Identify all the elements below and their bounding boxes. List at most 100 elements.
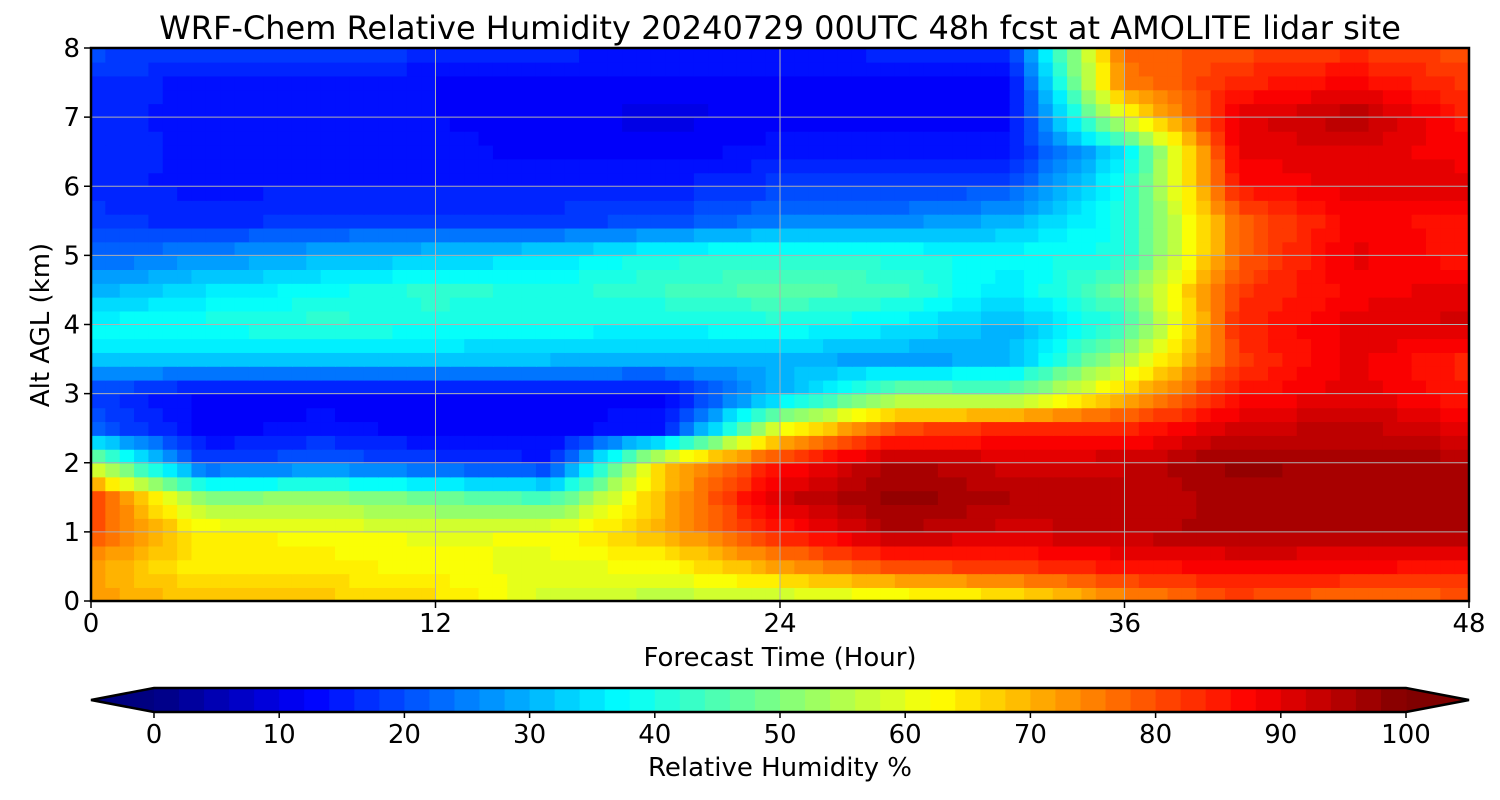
heatmap-cell: [205, 545, 221, 561]
heatmap-cell: [1368, 241, 1384, 257]
heatmap-cell: [1368, 559, 1384, 575]
heatmap-cell: [665, 490, 681, 506]
heatmap-cell: [937, 296, 954, 312]
heatmap-cell: [1311, 393, 1327, 409]
heatmap-cell: [162, 269, 178, 284]
heatmap-cell: [722, 504, 738, 519]
heatmap-cell: [1167, 89, 1183, 105]
heatmap-cell: [306, 448, 322, 464]
heatmap-cell: [980, 421, 997, 436]
heatmap-cell: [780, 89, 796, 105]
heatmap-cell: [765, 490, 781, 506]
heatmap-cell: [851, 573, 867, 588]
heatmap-cell: [1368, 61, 1384, 77]
heatmap-cell: [1454, 531, 1470, 547]
heatmap-cell: [851, 490, 867, 506]
heatmap-cell: [220, 48, 236, 63]
heatmap-cell: [435, 61, 451, 77]
heatmap-cell: [794, 476, 810, 492]
heatmap-cell: [1181, 89, 1198, 105]
heatmap-cell: [1067, 296, 1083, 312]
heatmap-cell: [909, 559, 925, 575]
heatmap-cell: [1440, 476, 1456, 492]
heatmap-cell: [952, 61, 968, 77]
heatmap-cell: [665, 172, 681, 188]
heatmap-cell: [736, 103, 753, 118]
heatmap-cell: [521, 117, 537, 132]
heatmap-cell: [1009, 545, 1025, 561]
heatmap-cell: [966, 393, 982, 409]
heatmap-cell: [780, 504, 796, 519]
heatmap-cell: [1138, 103, 1154, 118]
heatmap-cell: [1354, 476, 1370, 492]
heatmap-cell: [794, 407, 810, 423]
heatmap-cell: [736, 255, 753, 270]
heatmap-cell: [1411, 462, 1427, 478]
heatmap-cell: [148, 103, 164, 118]
heatmap-cell: [1268, 227, 1284, 243]
heatmap-cell: [1239, 213, 1255, 229]
heatmap-cell: [995, 504, 1011, 519]
heatmap-cell: [1239, 504, 1255, 519]
heatmap-cell: [736, 61, 753, 77]
heatmap-cell: [191, 518, 207, 533]
heatmap-cell: [1009, 227, 1025, 243]
heatmap-cell: [335, 573, 351, 588]
heatmap-cell: [521, 545, 537, 561]
heatmap-cell: [191, 573, 207, 588]
heatmap-cell: [320, 117, 336, 132]
heatmap-cell: [823, 61, 839, 77]
heatmap-cell: [1110, 545, 1126, 561]
heatmap-cell: [492, 379, 509, 395]
heatmap-cell: [464, 518, 480, 533]
heatmap-cell: [1282, 172, 1298, 188]
heatmap-cell: [1382, 476, 1399, 492]
heatmap-cell: [1024, 587, 1040, 602]
heatmap-cell: [134, 103, 150, 118]
heatmap-cell: [1024, 61, 1040, 77]
heatmap-cell: [91, 379, 107, 395]
heatmap-cell: [1153, 435, 1169, 450]
heatmap-cell: [1138, 559, 1154, 575]
heatmap-cell: [1038, 338, 1054, 353]
heatmap-cell: [492, 545, 509, 561]
heatmap-cell: [636, 241, 652, 257]
heatmap-cell: [91, 448, 107, 464]
heatmap-cell: [980, 130, 997, 146]
heatmap-cell: [248, 227, 265, 243]
heatmap-cell: [248, 310, 265, 326]
heatmap-cell: [1095, 283, 1111, 298]
heatmap-cell: [995, 531, 1011, 547]
heatmap-cell: [205, 531, 221, 547]
heatmap-cell: [665, 393, 681, 409]
heatmap-cell: [708, 518, 724, 533]
heatmap-cell: [191, 462, 207, 478]
heatmap-cell: [1110, 393, 1126, 409]
heatmap-cell: [119, 158, 135, 174]
heatmap-cell: [1210, 518, 1226, 533]
heatmap-cell: [119, 573, 135, 588]
heatmap-cell: [191, 365, 207, 381]
heatmap-cell: [1311, 186, 1327, 201]
heatmap-cell: [1167, 435, 1183, 450]
heatmap-cell: [392, 518, 408, 533]
heatmap-cell: [421, 531, 437, 547]
heatmap-cell: [937, 158, 954, 174]
heatmap-cell: [220, 379, 236, 395]
heatmap-cell: [263, 393, 279, 409]
heatmap-cell: [392, 573, 408, 588]
heatmap-cell: [1296, 531, 1312, 547]
heatmap-cell: [866, 504, 882, 519]
heatmap-cell: [105, 559, 121, 575]
heatmap-cell: [636, 352, 652, 367]
heatmap-cell: [478, 448, 494, 464]
heatmap-cell: [277, 283, 293, 298]
heatmap-cell: [1440, 89, 1456, 105]
heatmap-cell: [880, 490, 896, 506]
heatmap-cell: [1181, 227, 1198, 243]
heatmap-cell: [1024, 518, 1040, 533]
heatmap-cell: [1397, 255, 1413, 270]
heatmap-cell: [335, 393, 351, 409]
heatmap-cell: [306, 61, 322, 77]
heatmap-cell: [1368, 117, 1384, 132]
